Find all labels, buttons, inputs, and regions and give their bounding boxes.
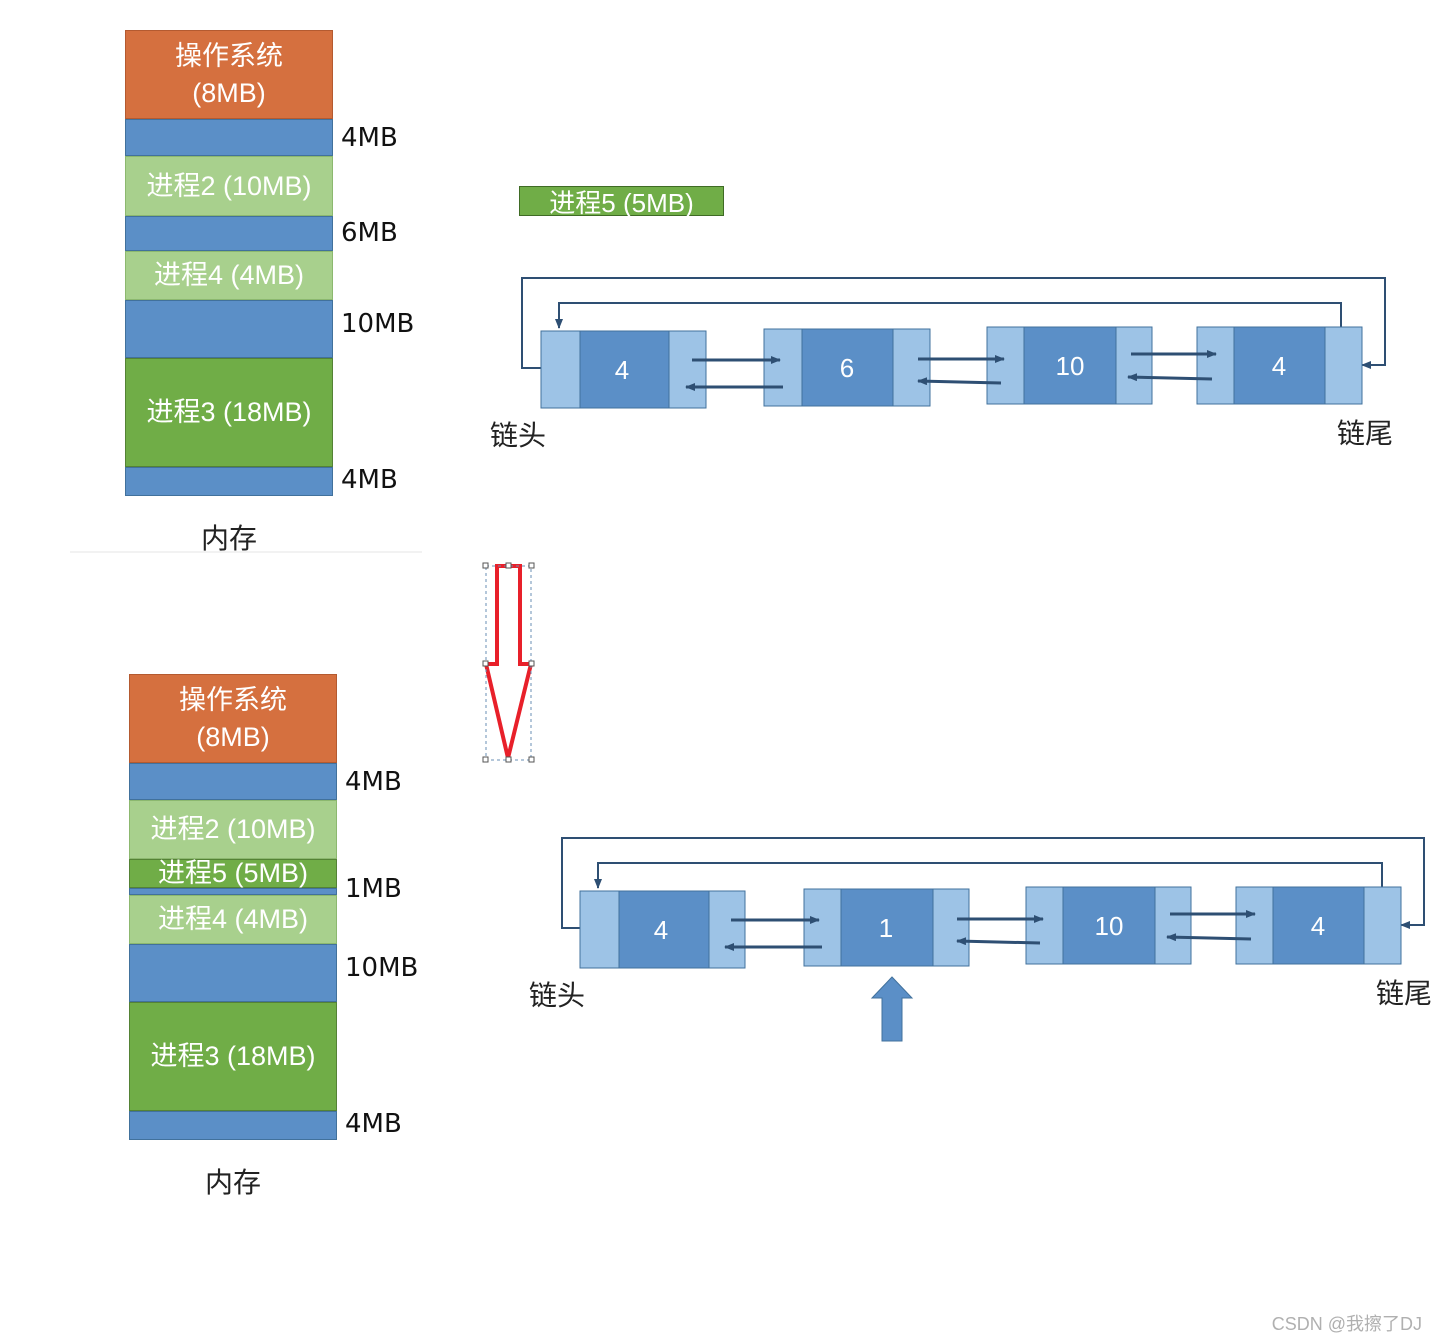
tail-to-head-link — [561, 837, 1425, 929]
up-arrow-icon — [870, 976, 914, 1042]
node-value: 6 — [840, 353, 854, 383]
node-value: 1 — [879, 913, 893, 943]
free-size-label: 10MB — [345, 953, 419, 983]
list-node: 4 — [1235, 886, 1402, 965]
list-node-updated: 1 — [803, 888, 970, 967]
tail-to-head-link — [521, 277, 1386, 369]
node-value: 10 — [1095, 911, 1124, 941]
memory-block-process2: 进程2 (10MB) — [129, 800, 337, 859]
memory-block-free-4mb-bottom — [125, 467, 333, 496]
node-value: 4 — [1272, 351, 1286, 381]
memory-block-os: 操作系统 (8MB) — [125, 30, 333, 119]
free-size-label: 4MB — [345, 767, 402, 797]
node-value: 4 — [1311, 911, 1325, 941]
list-head-label: 链头 — [490, 419, 547, 452]
memory-block-os: 操作系统 (8MB) — [129, 674, 337, 763]
node-value: 10 — [1056, 351, 1085, 381]
free-size-label: 10MB — [341, 309, 415, 339]
head-to-tail-link — [594, 862, 1383, 889]
free-size-label: 6MB — [341, 218, 398, 248]
prev-pointer-arrow — [1166, 933, 1252, 942]
list-node: 10 — [986, 326, 1153, 405]
watermark: CSDN @我擦了DJ — [1271, 1314, 1422, 1334]
memory-block-free-10mb — [129, 944, 337, 1002]
memory-block-process2: 进程2 (10MB) — [125, 156, 333, 216]
list-tail-label: 链尾 — [1376, 977, 1433, 1010]
selection-handles — [482, 562, 535, 763]
memory-block-free-6mb — [125, 216, 333, 251]
node-value: 4 — [654, 915, 668, 945]
memory-block-free-4mb — [125, 119, 333, 156]
list-node: 10 — [1025, 886, 1192, 965]
free-size-label: 4MB — [345, 1109, 402, 1139]
free-size-label: 4MB — [341, 123, 398, 153]
memory-block-process4: 进程4 (4MB) — [129, 895, 337, 944]
list-node: 6 — [763, 328, 931, 407]
memory-block-free-4mb-bottom — [129, 1111, 337, 1140]
list-node: 4 — [1196, 326, 1363, 405]
memory-caption: 内存 — [201, 522, 258, 555]
memory-block-process5: 进程5 (5MB) — [129, 858, 337, 888]
node-value: 4 — [615, 355, 629, 385]
head-to-tail-link — [555, 302, 1342, 329]
prev-pointer-arrow — [1127, 373, 1213, 382]
free-size-label: 4MB — [341, 465, 398, 495]
memory-block-free-4mb — [129, 763, 337, 800]
memory-block-process3: 进程3 (18MB) — [129, 1002, 337, 1111]
memory-block-process4: 进程4 (4MB) — [125, 251, 333, 300]
list-head-label: 链头 — [529, 979, 586, 1012]
prev-pointer-arrow — [917, 377, 1002, 386]
list-node: 4 — [540, 330, 707, 409]
memory-block-process3: 进程3 (18MB) — [125, 358, 333, 467]
list-node: 4 — [579, 890, 746, 969]
new-process-block: 进程5 (5MB) — [519, 186, 724, 218]
down-arrow — [482, 562, 535, 763]
prev-pointer-arrow — [956, 937, 1041, 946]
memory-caption: 内存 — [205, 1166, 262, 1199]
list-tail-label: 链尾 — [1337, 417, 1394, 450]
memory-block-free-1mb — [129, 888, 337, 895]
memory-block-free-10mb — [125, 300, 333, 358]
free-list-after: 4 1 10 4 — [561, 837, 1425, 1042]
free-size-label: 1MB — [345, 874, 402, 904]
free-list-before: 4 6 10 4 — [521, 277, 1386, 409]
